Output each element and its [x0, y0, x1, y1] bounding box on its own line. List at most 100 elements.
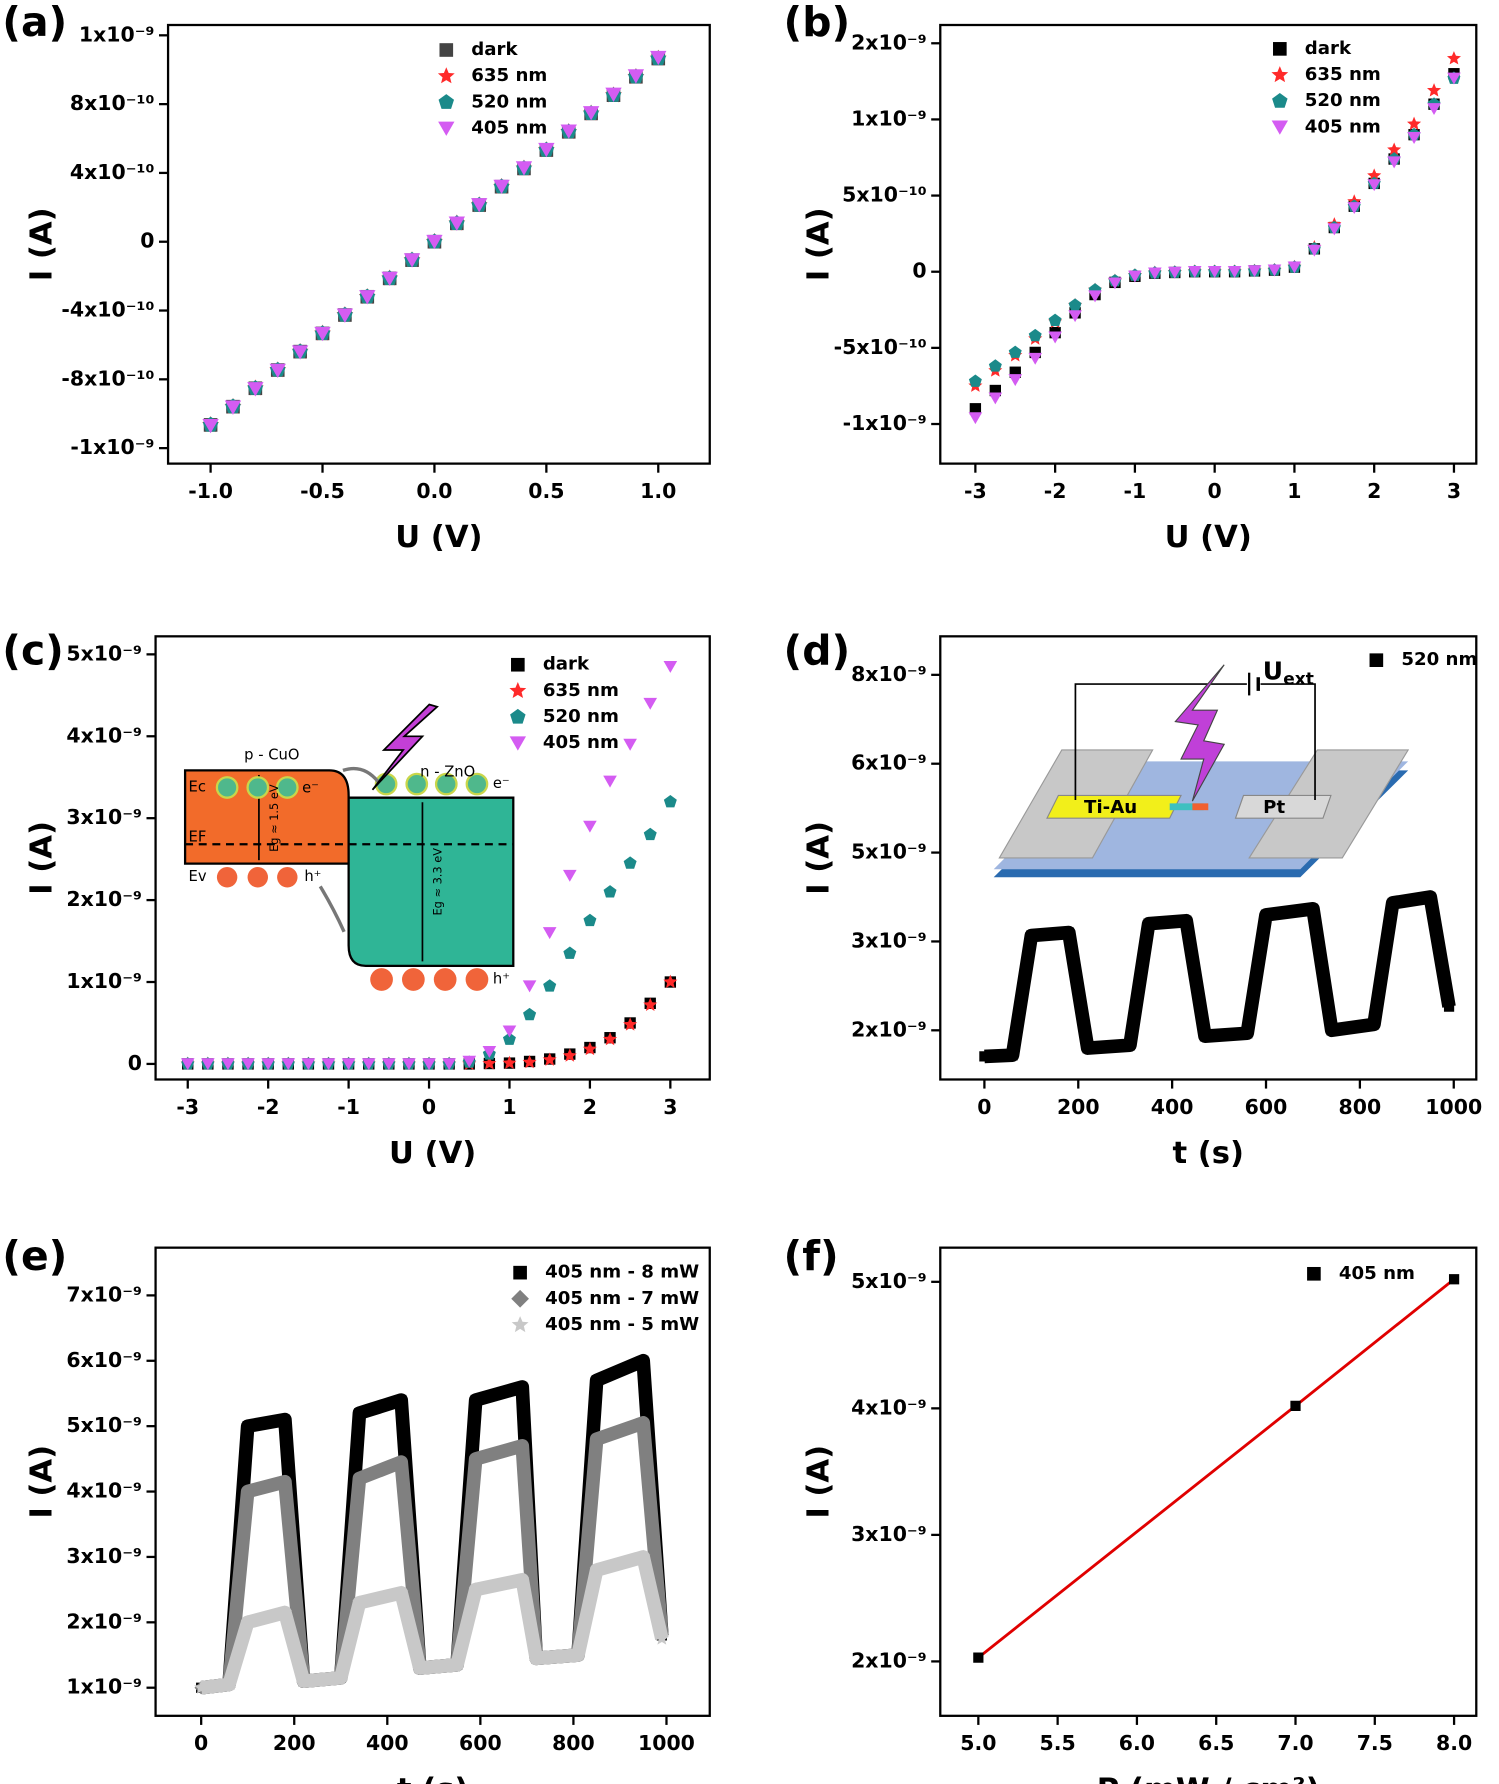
data-point [663, 660, 678, 673]
x-tick-label: 400 [366, 1731, 409, 1755]
panel-label: (e) [2, 1232, 67, 1280]
data-point [623, 856, 637, 869]
data-point [979, 1051, 990, 1062]
data-point [394, 1455, 408, 1469]
x-tick-label: 600 [459, 1731, 502, 1755]
data-point [1063, 927, 1074, 938]
y-tick-label: -4x10⁻¹⁰ [61, 298, 154, 322]
holes [216, 867, 489, 991]
data-point [468, 1582, 483, 1596]
data-point [442, 1058, 456, 1071]
data-point [969, 403, 982, 415]
x-tick-label: 8.0 [1436, 1731, 1472, 1755]
legend-marker [437, 67, 455, 84]
y-axis-title: I (A) [25, 1445, 60, 1519]
data-point [605, 87, 622, 102]
data-point [563, 946, 577, 959]
y-axis-title: I (A) [801, 207, 836, 281]
data-point [1407, 132, 1421, 144]
y-tick-label: 2x10⁻⁹ [851, 30, 927, 54]
data-point [515, 1439, 529, 1453]
data-point [603, 775, 617, 788]
nanowire [1192, 803, 1209, 811]
label: n - ZnO [420, 764, 475, 781]
data-point [643, 997, 658, 1011]
data-point [1307, 244, 1322, 257]
legend-marker [513, 1265, 527, 1280]
y-tick-label: 1x10⁻⁹ [66, 1675, 142, 1699]
data-point [1387, 156, 1401, 169]
y-tick-label: 5x10⁻⁹ [851, 840, 927, 864]
legend-label: 520 nm [471, 91, 547, 112]
data-point [240, 1484, 255, 1499]
data-point [382, 1058, 396, 1071]
data-point [1260, 909, 1272, 920]
data-point [627, 69, 645, 84]
x-tick-label: -2 [257, 1095, 280, 1119]
x-tick-label: 1000 [1425, 1095, 1482, 1119]
legend-label: 635 nm [543, 680, 619, 701]
label: U [1263, 657, 1283, 686]
y-tick-label: 4x10⁻⁹ [66, 723, 142, 747]
data-point [1028, 328, 1042, 342]
x-tick-label: 200 [273, 1731, 316, 1755]
data-point [422, 1058, 436, 1071]
y-tick-label: 8x10⁻⁹ [851, 662, 927, 686]
data-point [277, 1605, 293, 1619]
x-tick-label: 0 [422, 1095, 436, 1119]
x-tick-label: 0.0 [416, 479, 452, 503]
light-bolt [371, 703, 439, 791]
data-point [522, 1054, 537, 1069]
data-point [1008, 374, 1023, 387]
data-point [301, 1058, 316, 1071]
pt-electrode [1234, 794, 1332, 819]
data-point [529, 1650, 544, 1665]
panel-label: (c) [2, 626, 64, 674]
legend-label: 405 nm [471, 117, 547, 138]
data-point [1446, 51, 1461, 65]
data-point [1387, 142, 1402, 156]
data-point [1367, 179, 1382, 192]
data-point [1207, 266, 1222, 278]
x-tick-label: -1 [337, 1095, 360, 1119]
x-tick-label: -1 [1124, 479, 1147, 503]
y-tick-label: -8x10⁻¹⁰ [61, 366, 154, 390]
y-tick-label: 4x10⁻⁹ [851, 1395, 927, 1419]
label: h⁺ [304, 868, 321, 885]
x-tick-label: -1.0 [188, 479, 233, 503]
data-point [247, 382, 264, 397]
y-tick-label: 4x10⁻¹⁰ [70, 160, 155, 184]
data-point [654, 1631, 669, 1645]
x-axis-title: P (mW / cm²) [1097, 1772, 1320, 1784]
legend-label: 635 nm [471, 65, 547, 86]
legend-label: 405 nm [543, 732, 619, 753]
x-tick-label: 3 [663, 1095, 677, 1119]
data-point [1387, 897, 1398, 909]
x-axis-title: U (V) [395, 520, 482, 555]
y-tick-label: 2x10⁻⁹ [66, 1609, 142, 1633]
x-axis-title: U (V) [389, 1136, 476, 1171]
x-axis-title: t (s) [1172, 1136, 1244, 1171]
data-point [968, 412, 983, 425]
legend-label: dark [1305, 38, 1352, 59]
electrons [215, 772, 489, 799]
y-tick-label: 4x10⁻⁹ [66, 1479, 142, 1503]
data-point [448, 216, 465, 231]
data-point [582, 1041, 597, 1056]
data-point [1427, 83, 1442, 97]
panel-label: (a) [2, 0, 67, 46]
data-point [221, 1058, 235, 1071]
data-point [1448, 1274, 1460, 1285]
data-point [636, 1416, 650, 1430]
x-tick-label: 1 [502, 1095, 516, 1119]
panel-label: (f) [784, 1232, 839, 1280]
legend-marker [1369, 653, 1384, 668]
data-point [278, 1475, 292, 1489]
y-tick-label: 3x10⁻⁹ [66, 1544, 142, 1568]
data-point [1287, 261, 1302, 274]
data-point [522, 980, 537, 993]
x-tick-label: 1.0 [640, 479, 676, 503]
legend-label: 520 nm [1305, 90, 1381, 111]
legend-label: 405 nm [1305, 116, 1381, 137]
data-point [515, 161, 533, 176]
